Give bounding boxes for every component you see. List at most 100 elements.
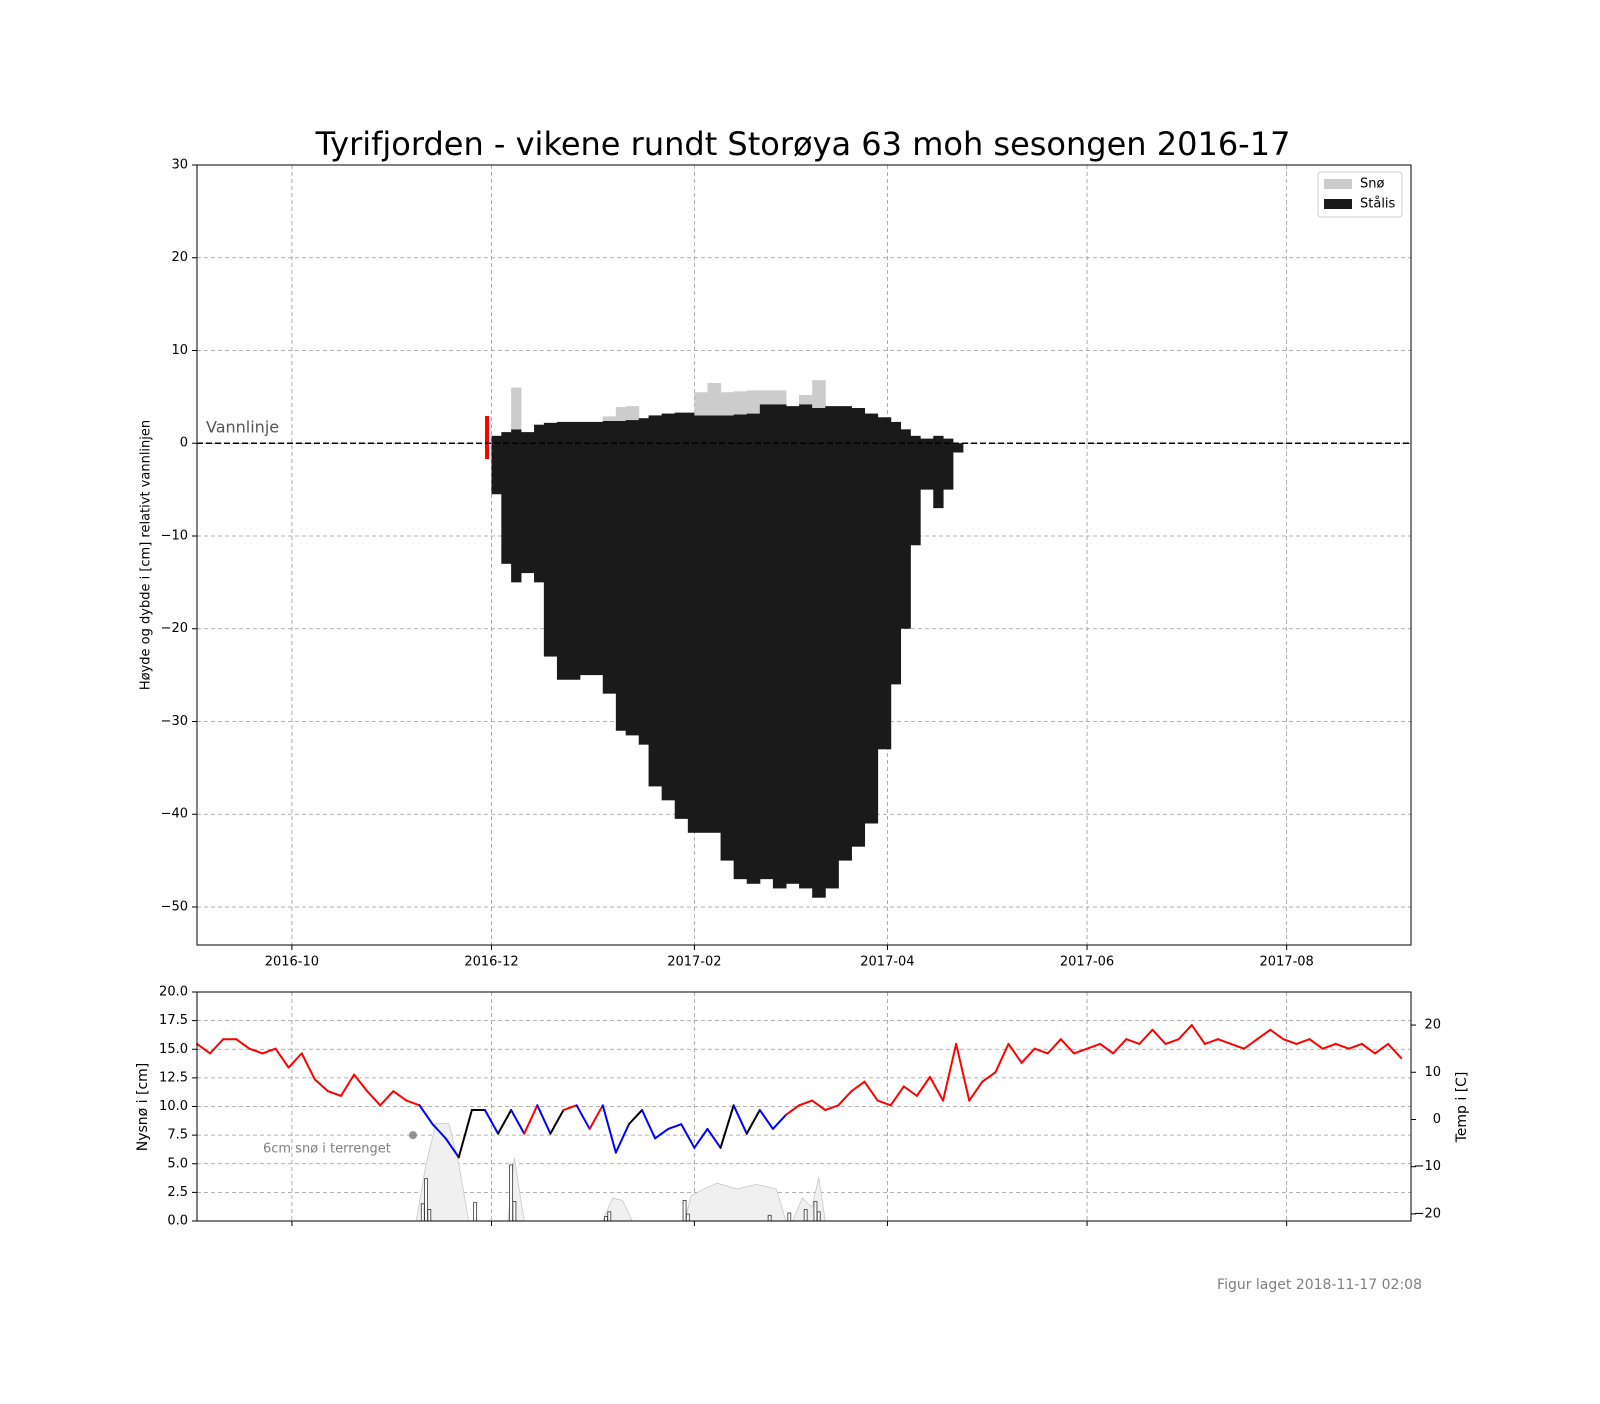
y-tick-label: −30	[161, 714, 188, 729]
ice-bar	[511, 429, 522, 583]
y-tick-label: 0	[180, 436, 188, 451]
temperature-line	[313, 1078, 329, 1093]
legend-label: Snø	[1360, 177, 1384, 192]
temperature-line	[1151, 1028, 1167, 1045]
chart-title: Tyrifjorden - vikene rundt Storøya 63 mo…	[315, 125, 1291, 163]
new-snow-bar	[607, 1211, 612, 1222]
legend-label: Stålis	[1360, 197, 1396, 212]
y-tick-label: 17.5	[159, 1013, 188, 1028]
y-tick-label: 0.0	[167, 1214, 188, 1229]
temperature-line	[627, 1109, 644, 1126]
legend-swatch	[1324, 199, 1352, 209]
ice-bar	[799, 404, 813, 889]
temperature-line	[431, 1123, 447, 1140]
ice-bar	[890, 421, 902, 685]
temperature-line	[1164, 1038, 1180, 1045]
temperature-line	[955, 1042, 971, 1102]
temperature-line	[209, 1038, 225, 1055]
ice-bar	[877, 417, 892, 750]
snow-bar	[759, 390, 774, 405]
temperature-line	[824, 1104, 840, 1112]
ice-bar	[694, 415, 708, 833]
new-snow-bar	[604, 1216, 608, 1222]
x-tick-label: 2017-06	[1060, 955, 1114, 970]
ice-bar	[952, 443, 964, 453]
y-tick-label: 12.5	[159, 1070, 188, 1085]
ice-bar	[625, 420, 640, 736]
new-snow-bar	[813, 1201, 818, 1222]
y-tick-label: 30	[171, 158, 188, 173]
ice-bar	[812, 407, 826, 898]
x-tick-label: 2016-12	[464, 955, 518, 970]
temperature-line	[196, 1042, 212, 1055]
temperature-line	[1112, 1038, 1128, 1055]
temperature-line	[235, 1038, 251, 1050]
temperature-line	[981, 1071, 997, 1083]
snow-bar	[799, 395, 813, 405]
temperature-line	[339, 1073, 356, 1097]
ice-bar	[786, 406, 800, 884]
new-snow-bar	[685, 1213, 690, 1222]
new-snow-bar	[424, 1178, 428, 1222]
y-tick-label: 10	[171, 343, 188, 358]
temperature-line	[1216, 1038, 1233, 1045]
temperature-line	[497, 1109, 513, 1135]
y2-tick-label: −10	[1414, 1159, 1441, 1174]
new-snow-bar	[420, 1203, 425, 1222]
temperature-line	[1230, 1042, 1246, 1050]
ice-bar	[851, 407, 866, 847]
temperature-line	[300, 1052, 316, 1081]
temperature-line	[1190, 1024, 1206, 1045]
temperature-line	[667, 1123, 683, 1130]
temperature-line	[732, 1104, 748, 1135]
y2-tick-label: 0	[1433, 1112, 1441, 1127]
y2-tick-label: 10	[1424, 1065, 1441, 1080]
x-tick-label: 2017-02	[667, 955, 721, 970]
ice-bar	[674, 412, 689, 819]
snow-bar	[733, 391, 748, 415]
ice-bar	[720, 415, 735, 861]
temperature-line	[549, 1109, 565, 1135]
ice-bar	[933, 435, 944, 509]
temperature-line	[1033, 1047, 1049, 1055]
ice-bar	[648, 415, 663, 787]
temperature-line	[876, 1099, 892, 1107]
y-tick-label: 10.0	[159, 1099, 188, 1114]
ice-bar	[733, 414, 748, 880]
y-tick-label: 5.0	[167, 1156, 188, 1171]
ice-bar	[687, 412, 695, 833]
temperature-line	[510, 1109, 526, 1135]
ice-bar	[615, 420, 627, 731]
temperature-line	[680, 1123, 696, 1149]
plot-frame	[196, 991, 1412, 1222]
new-snow-bar	[767, 1214, 772, 1222]
temperature-line	[719, 1104, 735, 1149]
temperature-line	[811, 1099, 827, 1112]
temperature-line	[1374, 1042, 1390, 1055]
y-tick-label: 20	[171, 250, 188, 265]
temperature-line	[785, 1104, 801, 1116]
temperature-line	[942, 1042, 958, 1102]
temperature-line	[1125, 1038, 1141, 1045]
temperature-line	[601, 1104, 617, 1154]
temperature-line	[654, 1127, 670, 1140]
snow-bar	[625, 406, 640, 421]
ice-bar	[772, 404, 787, 889]
x-tick-label: 2017-04	[860, 955, 914, 970]
temperature-line	[457, 1109, 473, 1159]
ice-bar	[534, 424, 545, 583]
ice-bar	[825, 406, 839, 889]
temperature-line	[994, 1042, 1010, 1074]
temperature-line	[1308, 1038, 1324, 1050]
temperature-line	[575, 1104, 591, 1130]
ice-bar	[638, 418, 650, 745]
ice-bar	[838, 406, 852, 861]
temperature-line	[889, 1085, 905, 1107]
temperature-line	[523, 1104, 539, 1135]
new-snow-bar	[816, 1211, 821, 1222]
temperature-line	[1387, 1042, 1403, 1060]
snow-bar	[746, 390, 761, 414]
temperature-line	[1203, 1038, 1219, 1045]
temperature-line	[641, 1109, 657, 1140]
ice-bar	[759, 404, 774, 880]
